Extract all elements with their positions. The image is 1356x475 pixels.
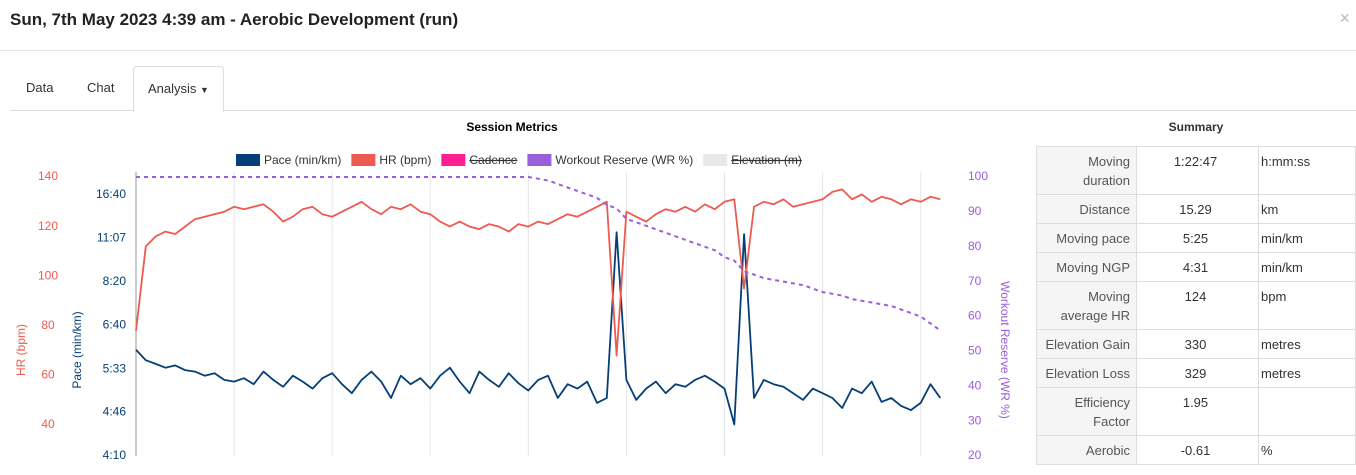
legend-label: Cadence [469, 153, 517, 167]
tab-active[interactable]: Analysis ▼ [133, 66, 224, 112]
summary-row: Moving pace 5:25 min/km [1036, 223, 1356, 253]
y-tick-label: 4:10 [103, 448, 127, 462]
y-tick-label: 5:33 [103, 361, 127, 375]
tab[interactable]: Data [26, 80, 54, 95]
y-tick-label: 8:20 [103, 274, 127, 288]
summary-row: Moving duration 1:22:47 h:mm:ss [1036, 146, 1356, 195]
y-tick-label: 80 [968, 239, 982, 253]
metric-value: 1.95 [1136, 387, 1259, 436]
metric-label: Moving pace [1036, 223, 1137, 253]
legend-swatch [441, 154, 466, 166]
summary-row: Efficiency Factor 1.95 [1036, 387, 1356, 436]
legend-swatch [351, 154, 376, 166]
caret: ▼ [200, 85, 209, 95]
tab-strip [10, 110, 1356, 111]
y-tick-label: 20 [968, 448, 982, 462]
metric-unit: km [1258, 194, 1356, 224]
metric-unit: min/km [1258, 252, 1356, 282]
legend-label: Pace (min/km) [264, 153, 341, 167]
metric-value: -0.61 [1136, 435, 1259, 465]
metric-label: Distance [1036, 194, 1137, 224]
tab[interactable]: Chat [87, 80, 115, 95]
summary-row: Elevation Loss 329 metres [1036, 358, 1356, 388]
dialog-title: Sun, 7th May 2023 4:39 am - Aerobic Deve… [10, 10, 459, 29]
legend-swatch [236, 154, 260, 166]
metric-value: 5:25 [1136, 223, 1259, 253]
y-tick-label: 40 [968, 378, 982, 392]
y-tick-label: 80 [41, 318, 55, 332]
series-line [135, 188, 941, 357]
divider [0, 50, 1356, 51]
metric-unit: metres [1258, 329, 1356, 359]
legend-swatch [527, 154, 552, 166]
series-line [136, 176, 941, 332]
y-tick-label: 6:40 [103, 318, 127, 332]
summary-row: Elevation Gain 330 metres [1036, 329, 1356, 359]
legend-swatch [703, 154, 728, 166]
series-line [135, 231, 942, 426]
y-tick-label: 4:46 [103, 404, 127, 418]
metric-value: 4:31 [1136, 252, 1259, 282]
chart: Session Metrics 40 60 80 100 120 140 4:10 4:46 5… [14, 120, 1012, 462]
close-button[interactable]: × [1339, 8, 1350, 28]
axis-title: HR (bpm) [14, 324, 28, 376]
summary-table: Moving duration 1:22:47 h:mm:ss Distance 15.… [1036, 146, 1356, 465]
metric-label: Aerobic [1036, 435, 1137, 465]
summary-title: Summary [1168, 120, 1224, 134]
summary-row: Aerobic -0.61% [1036, 435, 1356, 465]
metric-unit: metres [1258, 358, 1356, 388]
metric-unit: min/km [1258, 223, 1356, 253]
y-tick-label: 60 [41, 368, 55, 382]
chart-title: Session Metrics [466, 120, 558, 134]
metric-label: Elevation Gain [1036, 329, 1137, 359]
metric-unit: bpm [1258, 281, 1356, 330]
summary-row: Moving average HR 124 bpm [1036, 281, 1356, 330]
metric-label: Moving duration [1036, 146, 1137, 195]
metric-unit [1258, 387, 1356, 436]
summary-row: Moving NGP 4:31 min/km [1036, 252, 1356, 282]
axis-title: Workout Reserve (WR %) [998, 281, 1012, 419]
summary-row: Distance 15.29 km [1036, 194, 1356, 224]
y-tick-label: 120 [38, 219, 58, 233]
y-tick-label: 70 [968, 274, 982, 288]
metric-value: 329 [1136, 358, 1259, 388]
y-tick-label: 30 [968, 413, 982, 427]
legend-label: Workout Reserve (WR %) [555, 153, 693, 167]
metric-value: 1:22:47 [1136, 146, 1259, 195]
metric-value: 124 [1136, 281, 1259, 330]
metric-unit: h:mm:ss [1258, 146, 1356, 195]
metric-value: 330 [1136, 329, 1259, 359]
metric-label: Moving NGP [1036, 252, 1137, 282]
metric-label: Moving average HR [1036, 281, 1137, 330]
y-tick-label: 60 [968, 309, 982, 323]
y-tick-label: 11:07 [97, 231, 126, 245]
metric-label: Elevation Loss [1036, 358, 1137, 388]
y-tick-label: 40 [41, 417, 55, 431]
metric-unit: % [1258, 435, 1356, 465]
y-tick-label: 140 [38, 169, 58, 183]
metric-label: Efficiency Factor [1036, 387, 1137, 436]
y-tick-label: 16:40 [96, 187, 126, 201]
metric-value: 15.29 [1136, 194, 1259, 224]
y-tick-label: 90 [968, 204, 982, 218]
y-tick-label: 100 [38, 268, 58, 282]
legend-label: Elevation (m) [731, 153, 802, 167]
y-tick-label: 100 [968, 169, 988, 183]
axis-title: Pace (min/km) [70, 311, 84, 388]
y-tick-label: 50 [968, 344, 982, 358]
legend-label: HR (bpm) [379, 153, 431, 167]
tab-label: Analysis [148, 81, 197, 96]
